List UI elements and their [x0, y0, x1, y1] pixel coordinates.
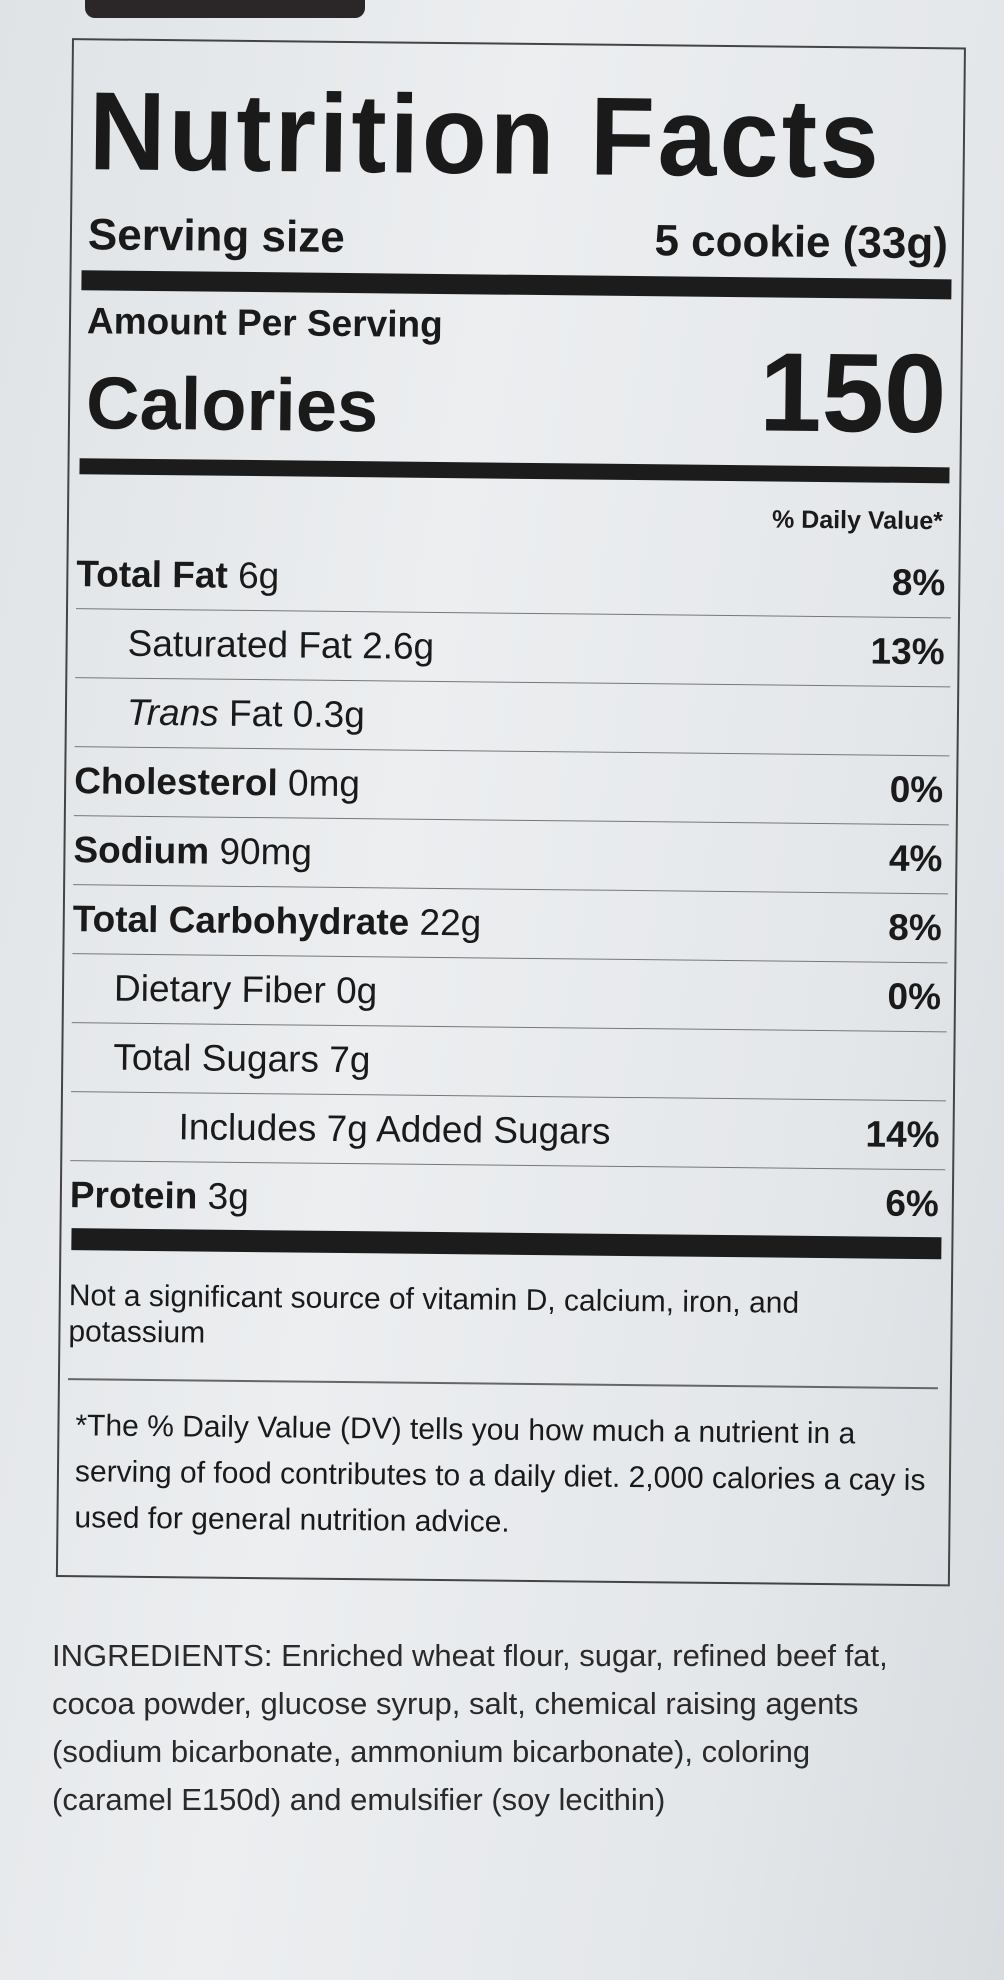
nutrient-amount: 7g — [329, 1038, 371, 1081]
nutrient-name: Includes 7g Added Sugars — [178, 1106, 611, 1152]
nutrient-dv: 4% — [888, 837, 943, 880]
calories-label: Calories — [85, 361, 379, 448]
nutrient-row: Trans Fat 0.3g — [74, 677, 951, 756]
nutrient-dv: 0% — [889, 768, 944, 811]
nutrient-amount: 0g — [335, 969, 378, 1012]
nutrient-amount: 0mg — [287, 762, 361, 805]
nutrient-dv: 0% — [887, 975, 942, 1018]
amount-per-serving: Amount Per Serving — [86, 300, 443, 346]
nutrient-name: Dietary Fiber — [113, 967, 327, 1011]
nutrient-name: Protein — [69, 1174, 198, 1217]
nutrient-row: Total Carbohydrate 22g 8% — [72, 884, 949, 963]
daily-value-header: % Daily Value* — [771, 505, 944, 536]
nutrient-name: Sodium — [73, 829, 210, 872]
nutrient-row: Sodium 90mg 4% — [73, 815, 949, 894]
nutrient-dv: 14% — [865, 1113, 940, 1156]
nutrient-dv: 8% — [888, 906, 942, 949]
nutrient-row: Dietary Fiber 0g 0% — [71, 953, 948, 1032]
nutrient-name: Saturated Fat — [127, 622, 353, 667]
nutrient-rows: Total Fat 6g 8% Saturated Fat 2.6g 13% Tra… — [69, 540, 952, 1239]
nutrient-row: Cholesterol 0mg 0% — [73, 746, 950, 825]
nutrition-facts-panel: Nutrition Facts Serving size 5 cookie (3… — [46, 38, 968, 1587]
nutrient-amount: 3g — [207, 1175, 249, 1218]
nutrient-name: Trans — [126, 691, 219, 734]
serving-size: Serving size 5 cookie (33g) — [88, 210, 948, 269]
nutrient-row: Includes 7g Added Sugars 14% — [70, 1091, 946, 1170]
nutrient-dv: 13% — [870, 630, 945, 673]
nutrient-row: Total Sugars 7g — [70, 1022, 947, 1101]
nutrient-amount: 2.6g — [361, 625, 435, 667]
calories-value: 150 — [758, 329, 947, 457]
nutrient-row: Saturated Fat 2.6g 13% — [75, 608, 951, 687]
label-title: Nutrition Facts — [88, 69, 883, 202]
nutrient-dv: 8% — [891, 561, 946, 604]
daily-value-footnote: *The % Daily Value (DV) tells you how mu… — [74, 1409, 926, 1539]
nutrient-row: Protein 3g 6% — [69, 1160, 946, 1239]
not-significant-note: Not a significant source of vitamin D, c… — [68, 1279, 800, 1350]
nutrient-name: Total Sugars — [113, 1036, 320, 1080]
nutrient-name: Cholesterol — [74, 760, 278, 804]
nutrient-row: Total Fat 6g 8% — [76, 540, 952, 617]
nutrient-dv: 6% — [885, 1182, 940, 1225]
nutrient-name: Total Carbohydrate — [72, 898, 410, 943]
nutrient-amount: 90mg — [219, 830, 313, 873]
nutrient-name-rest: Fat — [228, 692, 283, 735]
package-edge — [85, 0, 365, 18]
nutrient-name: Total Fat — [76, 553, 229, 596]
nutrient-amount: 0.3g — [292, 693, 366, 736]
ingredients-text: INGREDIENTS: Enriched wheat flour, sugar… — [52, 1638, 888, 1817]
nutrient-amount: 6g — [237, 554, 280, 597]
nutrient-amount: 22g — [419, 901, 482, 944]
serving-size-value: 5 cookie (33g) — [654, 216, 949, 269]
serving-size-label: Serving size — [87, 210, 345, 262]
